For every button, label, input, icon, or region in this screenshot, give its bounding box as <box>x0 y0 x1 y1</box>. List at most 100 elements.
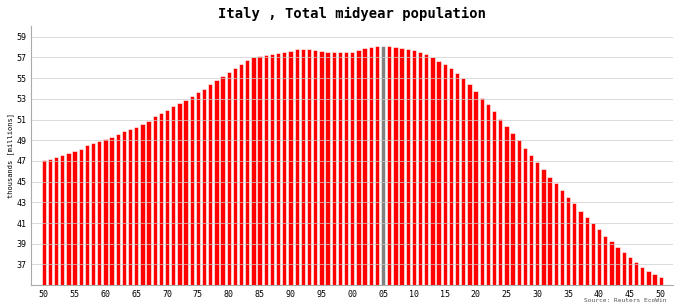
Bar <box>282 52 286 306</box>
Bar <box>78 149 83 306</box>
Bar <box>505 126 509 306</box>
Bar <box>467 84 472 306</box>
Bar <box>622 252 626 306</box>
Bar <box>511 133 515 306</box>
Bar <box>430 58 435 306</box>
Bar <box>319 51 324 306</box>
Bar <box>479 98 484 306</box>
Bar <box>252 58 256 306</box>
Bar <box>202 88 206 306</box>
Bar <box>109 137 114 306</box>
Bar <box>473 91 478 306</box>
Bar <box>48 159 52 306</box>
Bar <box>344 52 348 306</box>
Bar <box>356 50 360 306</box>
Bar <box>288 51 292 306</box>
Bar <box>461 78 465 306</box>
Bar <box>492 111 496 306</box>
Bar <box>116 134 120 306</box>
Bar <box>134 127 139 306</box>
Bar <box>634 263 639 306</box>
Bar <box>658 277 663 306</box>
Bar <box>190 96 194 306</box>
Bar <box>411 50 416 306</box>
Bar <box>443 64 447 306</box>
Bar <box>381 46 385 306</box>
Bar <box>171 106 175 306</box>
Bar <box>554 183 558 306</box>
Bar <box>152 117 157 306</box>
Bar <box>258 56 262 306</box>
Bar <box>233 68 237 306</box>
Bar <box>301 49 305 306</box>
Bar <box>424 54 428 306</box>
Bar <box>375 46 379 306</box>
Text: Source: Reuters EcoWin: Source: Reuters EcoWin <box>584 298 666 303</box>
Bar <box>264 55 268 306</box>
Bar <box>276 53 280 306</box>
Bar <box>560 190 564 306</box>
Bar <box>177 103 182 306</box>
Bar <box>128 129 132 306</box>
Bar <box>313 50 318 306</box>
Bar <box>196 91 200 306</box>
Bar <box>66 153 71 306</box>
Bar <box>325 52 330 306</box>
Bar <box>97 141 101 306</box>
Bar <box>369 47 373 306</box>
Bar <box>146 121 151 306</box>
Bar <box>208 84 212 306</box>
Bar <box>226 72 231 306</box>
Bar <box>585 217 589 306</box>
Bar <box>245 60 250 306</box>
Title: Italy , Total midyear population: Italy , Total midyear population <box>218 7 486 21</box>
Bar <box>350 52 354 306</box>
Bar <box>529 155 533 306</box>
Bar <box>455 73 459 306</box>
Bar <box>158 114 163 306</box>
Bar <box>523 147 527 306</box>
Bar <box>270 54 274 306</box>
Bar <box>572 203 577 306</box>
Bar <box>517 140 521 306</box>
Bar <box>449 68 453 306</box>
Bar <box>41 160 46 306</box>
Bar <box>405 49 410 306</box>
Bar <box>541 169 545 306</box>
Bar <box>652 274 657 306</box>
Bar <box>294 49 299 306</box>
Bar <box>54 157 58 306</box>
Bar <box>628 257 632 306</box>
Bar <box>615 247 619 306</box>
Bar <box>60 155 65 306</box>
Bar <box>566 197 571 306</box>
Bar <box>214 80 218 306</box>
Bar <box>220 76 225 306</box>
Bar <box>603 236 607 306</box>
Bar <box>239 64 243 306</box>
Bar <box>165 110 169 306</box>
Bar <box>184 100 188 306</box>
Bar <box>91 144 95 306</box>
Bar <box>486 104 490 306</box>
Bar <box>140 124 145 306</box>
Bar <box>591 223 595 306</box>
Bar <box>646 271 651 306</box>
Bar <box>338 52 342 306</box>
Y-axis label: thousands [millions]: thousands [millions] <box>7 113 14 198</box>
Bar <box>122 131 126 306</box>
Bar <box>387 46 392 306</box>
Bar <box>609 241 613 306</box>
Bar <box>72 151 77 306</box>
Bar <box>393 47 398 306</box>
Bar <box>399 48 404 306</box>
Bar <box>498 118 503 306</box>
Bar <box>332 52 336 306</box>
Bar <box>437 61 441 306</box>
Bar <box>535 162 539 306</box>
Bar <box>597 229 601 306</box>
Bar <box>640 267 645 306</box>
Bar <box>85 145 89 306</box>
Bar <box>547 177 551 306</box>
Bar <box>578 211 583 306</box>
